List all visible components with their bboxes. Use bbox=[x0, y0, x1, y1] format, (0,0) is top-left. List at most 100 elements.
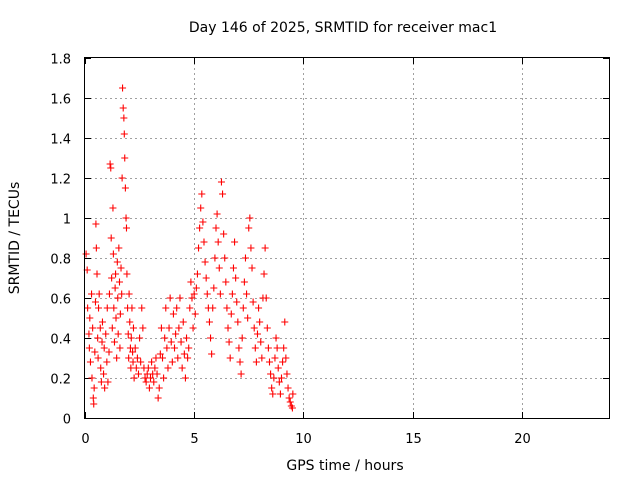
data-point bbox=[105, 348, 113, 356]
y-tick-label: 1 bbox=[63, 213, 71, 228]
data-point bbox=[258, 354, 266, 362]
data-point bbox=[90, 384, 98, 392]
data-point bbox=[107, 164, 115, 172]
x-tick-label: 0 bbox=[81, 432, 89, 447]
data-point bbox=[90, 400, 98, 408]
data-point bbox=[269, 390, 277, 398]
data-point bbox=[112, 314, 120, 322]
data-point bbox=[210, 284, 218, 292]
data-point bbox=[193, 270, 201, 278]
data-point bbox=[250, 324, 258, 332]
data-point bbox=[130, 374, 138, 382]
data-point bbox=[288, 404, 296, 412]
plot-frame bbox=[84, 57, 610, 419]
data-point bbox=[195, 244, 203, 252]
data-point bbox=[120, 114, 128, 122]
data-point bbox=[84, 304, 92, 312]
data-point bbox=[268, 384, 276, 392]
data-point bbox=[105, 290, 113, 298]
data-point bbox=[185, 344, 193, 352]
data-point bbox=[165, 324, 173, 332]
data-point bbox=[161, 334, 169, 342]
data-point bbox=[103, 358, 111, 366]
data-point bbox=[289, 390, 297, 398]
data-point bbox=[197, 204, 205, 212]
y-tick-label: 0.8 bbox=[50, 253, 71, 268]
data-point bbox=[127, 334, 135, 342]
data-point bbox=[102, 330, 110, 338]
data-point bbox=[209, 304, 217, 312]
data-point bbox=[115, 244, 123, 252]
data-point bbox=[233, 298, 241, 306]
x-tick-label: 15 bbox=[405, 432, 422, 447]
data-point bbox=[217, 178, 225, 186]
data-point bbox=[283, 370, 291, 378]
y-axis-ticks: 0 0.2 0.4 0.6 0.8 1 1.2 1.4 1.6 1.8 bbox=[50, 53, 609, 428]
grid-lines bbox=[85, 58, 609, 418]
data-point bbox=[186, 304, 194, 312]
data-point bbox=[205, 318, 213, 326]
data-point bbox=[126, 318, 134, 326]
data-point bbox=[172, 330, 180, 338]
data-point bbox=[244, 314, 252, 322]
data-point bbox=[100, 344, 108, 352]
data-point bbox=[119, 84, 127, 92]
y-tick-label: 1.6 bbox=[50, 93, 71, 108]
data-point bbox=[124, 330, 132, 338]
data-point bbox=[208, 350, 216, 358]
data-point bbox=[171, 344, 179, 352]
data-point bbox=[139, 324, 147, 332]
data-point bbox=[100, 370, 108, 378]
x-tick-label: 10 bbox=[295, 432, 312, 447]
data-point bbox=[91, 348, 99, 356]
data-point bbox=[228, 290, 236, 298]
data-point bbox=[147, 374, 154, 382]
data-point bbox=[115, 278, 123, 286]
data-point bbox=[243, 290, 251, 298]
data-point bbox=[86, 358, 94, 366]
data-point bbox=[104, 378, 112, 386]
data-point bbox=[125, 290, 133, 298]
data-point bbox=[184, 354, 192, 362]
data-point bbox=[261, 244, 269, 252]
data-point bbox=[91, 298, 99, 306]
data-point bbox=[207, 334, 215, 342]
data-point bbox=[109, 250, 117, 258]
data-point bbox=[98, 338, 106, 346]
data-point bbox=[234, 318, 242, 326]
data-point bbox=[198, 190, 206, 198]
data-point bbox=[154, 394, 162, 402]
data-point bbox=[112, 270, 120, 278]
data-point bbox=[131, 344, 139, 352]
data-point bbox=[270, 374, 278, 382]
data-point bbox=[129, 358, 137, 366]
data-point bbox=[245, 224, 253, 232]
data-point bbox=[176, 294, 184, 302]
data-point bbox=[201, 258, 209, 266]
data-point bbox=[159, 354, 167, 362]
data-point bbox=[153, 370, 161, 378]
y-tick-label: 1.2 bbox=[50, 173, 71, 188]
data-point bbox=[113, 258, 121, 266]
data-point bbox=[174, 354, 182, 362]
data-point bbox=[93, 270, 101, 278]
data-point bbox=[285, 394, 293, 402]
data-point bbox=[187, 278, 195, 286]
data-point bbox=[121, 184, 129, 192]
data-point bbox=[237, 370, 245, 378]
data-point bbox=[162, 304, 170, 312]
data-point bbox=[94, 334, 102, 342]
data-point bbox=[240, 278, 248, 286]
data-point bbox=[181, 374, 189, 382]
data-point bbox=[188, 294, 196, 302]
data-point bbox=[220, 230, 228, 238]
data-point bbox=[180, 350, 188, 358]
data-point bbox=[192, 284, 200, 292]
data-point bbox=[238, 334, 246, 342]
data-point bbox=[212, 224, 220, 232]
data-point bbox=[89, 394, 97, 402]
data-point bbox=[221, 254, 229, 262]
data-point bbox=[94, 354, 102, 362]
data-point bbox=[222, 278, 230, 286]
data-point bbox=[236, 358, 244, 366]
